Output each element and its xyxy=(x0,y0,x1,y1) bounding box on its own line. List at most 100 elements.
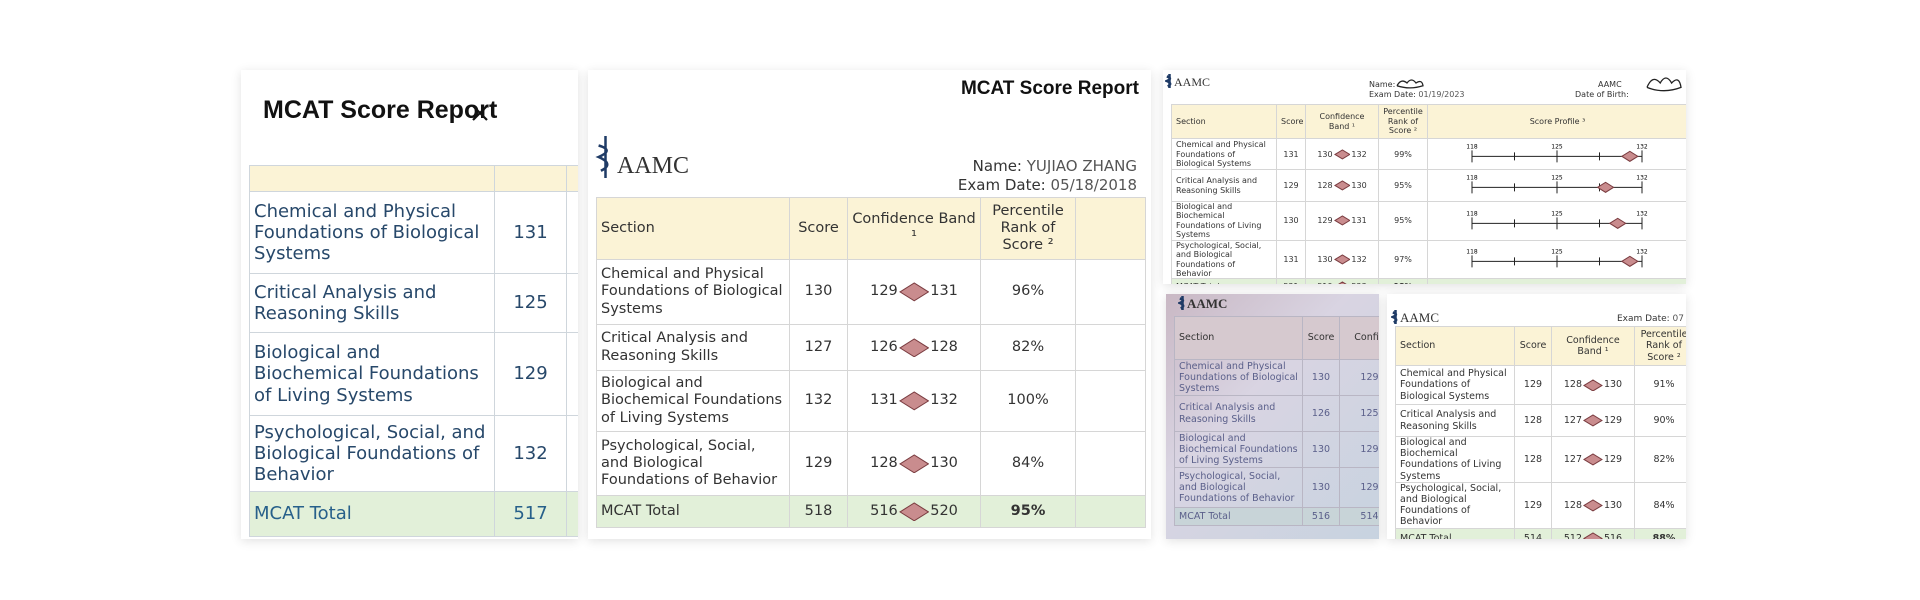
report-title: MCAT Score Report xyxy=(960,78,1139,99)
aamc-logo: AAMC xyxy=(1178,294,1227,312)
confidence-band: 129 131 xyxy=(1305,200,1379,241)
score: 129 xyxy=(1514,365,1552,405)
section-name: Chemical and Physical Foundations of Bio… xyxy=(1171,137,1277,171)
exam-date-label: Exam Date: xyxy=(1369,90,1416,99)
score-profile: 118 125 132 xyxy=(1427,169,1686,202)
exam-date: Exam Date: 05/18/2018 xyxy=(958,176,1137,194)
column-header: Percentile Rank of Score ² xyxy=(1378,104,1428,139)
column-header: Confid xyxy=(1339,316,1379,360)
profile-tick-label: 132 xyxy=(1636,143,1648,150)
band-high: 129 xyxy=(1603,453,1623,465)
profile-tick-label: 118 xyxy=(1466,143,1478,150)
confidence-band: 128 130 xyxy=(1305,169,1379,202)
score: 129 xyxy=(1276,169,1306,202)
column-header: Confidence Band ¹ xyxy=(1551,326,1635,366)
empty-cell xyxy=(566,415,578,492)
band-diamond xyxy=(1583,414,1603,427)
diamond xyxy=(898,454,930,473)
band-low: 128 xyxy=(1317,180,1333,190)
band: 514 xyxy=(1344,511,1379,522)
confidence-band: 129 xyxy=(1339,359,1379,396)
score: 127 xyxy=(789,324,848,371)
score-profile: 118 125 132 xyxy=(1427,137,1686,171)
percentile: 88% xyxy=(1634,527,1686,539)
score: 518 xyxy=(789,495,848,528)
section-name: Critical Analysis and Reasoning Skills xyxy=(596,324,790,371)
section-row: Biological and Biochemical Foundations o… xyxy=(1174,431,1379,468)
band-low: 129 xyxy=(1360,443,1379,455)
band-high: 131 xyxy=(1351,216,1367,226)
candidate-name: Name: YUJIAO ZHANG xyxy=(973,157,1137,175)
redaction-scribble xyxy=(1646,77,1682,92)
column-header: Score xyxy=(1514,326,1552,366)
band-low: 129 xyxy=(1360,481,1379,493)
report-panel: AAMC SectionScoreConfidChemical and Physi… xyxy=(1166,294,1379,539)
band: 130 132 xyxy=(1310,254,1374,265)
band-high: 129 xyxy=(1603,414,1623,426)
band-high: 523 xyxy=(1351,282,1366,284)
band: 127 129 xyxy=(1556,453,1630,466)
section-name: MCAT Total xyxy=(1174,507,1303,526)
confidence-band: 512 516 xyxy=(1551,527,1635,539)
score-table: Section Score Confidence Band ¹ Percentile … xyxy=(596,197,1146,528)
percentile: 96% xyxy=(980,259,1076,325)
close-icon xyxy=(472,105,488,121)
profile-tick-label: 132 xyxy=(1636,175,1648,182)
band-diamond xyxy=(898,282,930,302)
candidate-name-label: Name: xyxy=(1369,80,1396,89)
section-row: Psychological, Social, and Biological Fo… xyxy=(1395,481,1686,529)
empty-cell xyxy=(1075,431,1146,496)
logo-text: AAMC xyxy=(1400,310,1440,325)
report-panel: AAMC Exam Date: 07 Section Score Confidence … xyxy=(1387,294,1686,539)
close-button[interactable] xyxy=(469,102,491,124)
section-row: Psychological, Social, and Biological Fo… xyxy=(1171,239,1686,280)
column-header: Confidence Band ¹ xyxy=(1305,104,1379,139)
confidence-band: 126 128 xyxy=(847,324,981,371)
band-low: 512 xyxy=(1563,532,1583,539)
band-low: 519 xyxy=(1317,282,1332,284)
diamond xyxy=(898,391,930,411)
band-low: 131 xyxy=(870,392,898,409)
column-header: Section xyxy=(1395,326,1515,366)
exam-date-value: 07 xyxy=(1672,314,1684,324)
band: 131 132 xyxy=(852,391,976,411)
band-low: 129 xyxy=(870,283,898,300)
score: 128 xyxy=(1514,404,1552,437)
logo-icon xyxy=(1391,310,1398,324)
confidence-band: 131 132 xyxy=(847,370,981,432)
section-name: Critical Analysis and Reasoning Skills xyxy=(1395,404,1515,437)
profile-marker xyxy=(1608,217,1627,229)
score: 125 xyxy=(494,273,567,333)
date-of-birth-label: Date of Birth: xyxy=(1575,90,1629,99)
band-diamond xyxy=(898,391,930,411)
score: 132 xyxy=(494,415,567,492)
section-name: Chemical and Physical Foundations of Bio… xyxy=(1174,359,1303,396)
score: 130 xyxy=(1302,359,1340,396)
section-name: MCAT Total xyxy=(1171,278,1277,284)
confidence-band: 129 xyxy=(1339,431,1379,468)
column-header: Confidence Band ¹ xyxy=(847,197,981,260)
exam-date-value: 05/18/2018 xyxy=(1050,176,1137,194)
column-header xyxy=(249,165,495,192)
band-high: 132 xyxy=(1351,254,1367,264)
column-header: Score Profile ³ xyxy=(1427,104,1686,139)
empty-cell xyxy=(1075,259,1146,325)
empty-cell xyxy=(1075,324,1146,371)
band: 129 xyxy=(1344,372,1379,383)
percentile: 98% xyxy=(1378,278,1428,284)
diamond xyxy=(1333,254,1351,265)
percentile: 95% xyxy=(980,495,1076,528)
column-header: Section xyxy=(1174,316,1303,360)
confidence-band: 128 130 xyxy=(847,431,981,496)
confidence-band: 514 xyxy=(1339,507,1379,526)
band: 130 132 xyxy=(1310,149,1374,160)
band: 128 130 xyxy=(1556,499,1630,512)
band-high: 520 xyxy=(930,502,958,519)
section-name: Chemical and Physical Foundations of Bio… xyxy=(249,191,495,274)
logo-stroke xyxy=(1391,310,1398,324)
confidence-band: 130 132 xyxy=(1305,239,1379,280)
band: 512 516 xyxy=(1556,532,1630,539)
percentile: 82% xyxy=(1634,436,1686,483)
